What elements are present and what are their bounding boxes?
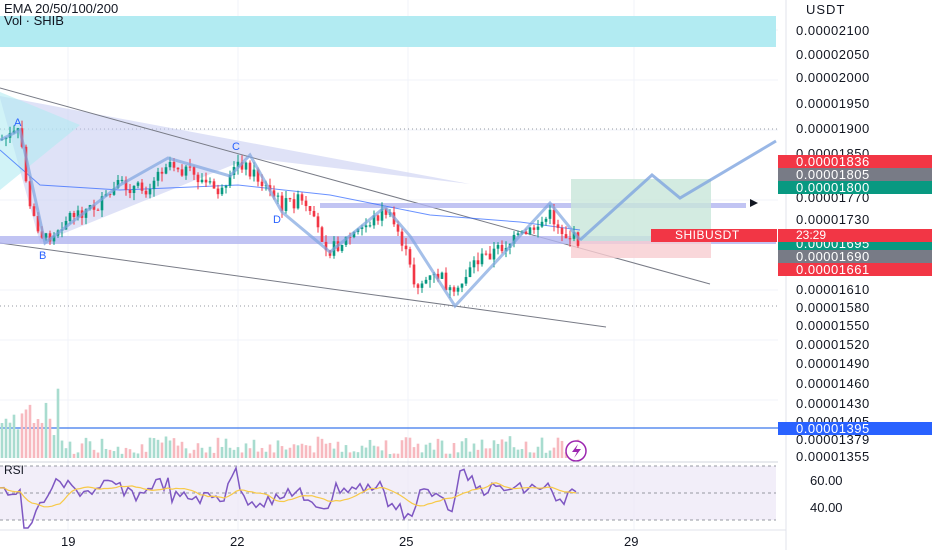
time-label: 19 (61, 534, 76, 549)
ema-line (0, 149, 581, 231)
point-label-c[interactable]: C (232, 141, 240, 153)
price-tag[interactable]: 0.00001800 (778, 181, 932, 194)
resistance-band[interactable] (320, 203, 746, 208)
time-label: 22 (230, 534, 245, 549)
demand-band[interactable] (0, 236, 776, 244)
time-label: 29 (624, 534, 639, 549)
price-label: 0.00001520 (796, 337, 870, 352)
projection-path[interactable] (578, 139, 777, 242)
rsi-legend[interactable]: RSI (4, 463, 25, 477)
supply-zone[interactable] (0, 16, 776, 47)
price-label: 0.00001580 (796, 300, 870, 315)
price-label: 0.00001730 (796, 212, 870, 227)
point-label-b[interactable]: B (39, 250, 47, 262)
harmonic-pattern[interactable] (0, 127, 582, 309)
point-label-d[interactable]: D (273, 214, 281, 226)
price-label: 0.00001610 (796, 282, 870, 297)
price-label: 0.00001355 (796, 449, 870, 464)
price-label: 0.00001550 (796, 318, 870, 333)
price-label: 0.00001490 (796, 356, 870, 371)
price-tag[interactable]: 0.00001836 (778, 155, 932, 168)
price-tag[interactable]: 0.00001661 (778, 263, 932, 276)
arrow-marker (750, 199, 758, 207)
channel-lower[interactable] (0, 242, 607, 328)
time-label: 25 (399, 534, 414, 549)
price-label: 0.00001950 (796, 96, 870, 111)
point-label-a[interactable]: A (14, 117, 22, 129)
long-position-stop[interactable] (571, 241, 711, 258)
price-tag[interactable]: 0.00001805 (778, 168, 932, 181)
volume-bars (0, 388, 580, 458)
price-label: 0.00001430 (796, 396, 870, 411)
lightning-icon[interactable] (565, 440, 587, 462)
symbol-tag[interactable]: SHIBUSDT (651, 229, 777, 242)
indicator-legend[interactable]: EMA 20/50/100/200 (4, 1, 119, 16)
currency-label[interactable]: USDT (806, 2, 846, 17)
rsi-ma-line (0, 482, 577, 508)
rsi-level-label: 60.00 (810, 473, 843, 488)
price-tag[interactable]: 0.00001395 (778, 422, 932, 435)
rsi-level-label: 40.00 (810, 500, 843, 515)
price-label: 0.00001379 (796, 432, 870, 447)
price-tag[interactable]: 0.00001690 (778, 250, 932, 263)
rsi-band (0, 466, 776, 520)
triangle-pattern[interactable] (0, 96, 470, 243)
triangle-pattern-left[interactable] (0, 92, 80, 190)
price-label: 0.00001900 (796, 121, 870, 136)
price-label: 0.00002000 (796, 70, 870, 85)
price-label: 0.00002100 (796, 23, 870, 38)
volume-legend[interactable]: Vol · SHIB (4, 13, 64, 28)
price-label: 0.00001460 (796, 376, 870, 391)
countdown-tag: 23:29 (778, 229, 932, 242)
price-label: 0.00002050 (796, 47, 870, 62)
